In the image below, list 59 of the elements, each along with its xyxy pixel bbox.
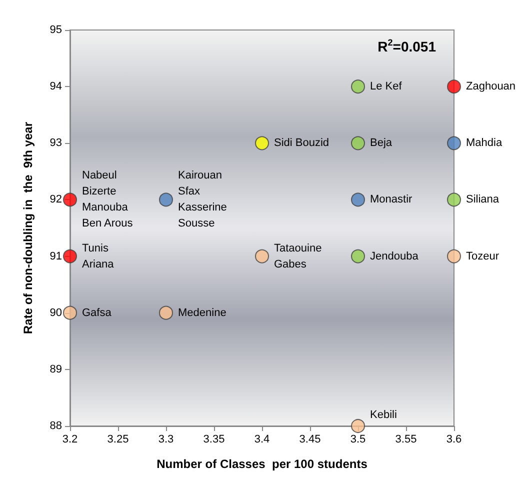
point — [351, 249, 365, 264]
annotation: Sousse — [178, 218, 215, 230]
x-tick-label: 3.6 — [446, 434, 462, 446]
y-axis-title: Rate of non-doubling in the 9th year — [21, 122, 35, 334]
annotation: Tozeur — [466, 250, 500, 262]
point — [351, 136, 365, 150]
annotation: Bizerte — [82, 186, 116, 198]
y-tick-label: 91 — [50, 250, 62, 262]
x-tick-label: 3.55 — [395, 434, 417, 446]
x-tick-label: 3.35 — [203, 434, 225, 446]
annotation: Zaghouan — [466, 80, 516, 93]
point — [159, 306, 173, 320]
x-axis-title: Number of Classes per 100 students — [156, 457, 368, 471]
x-tick-label: 3.3 — [158, 434, 174, 446]
annotation: Sidi Bouzid — [274, 137, 330, 150]
point — [351, 192, 365, 207]
annotation: Ben Arous — [82, 218, 134, 230]
point — [351, 419, 365, 433]
annotation: Tunis — [82, 242, 109, 254]
annotation: Tataouine — [274, 242, 322, 254]
y-tick-label: 93 — [50, 137, 62, 150]
x-tick-label: 3.25 — [107, 434, 129, 446]
annotation: Le Kef — [370, 80, 403, 93]
annotation: Medenine — [178, 306, 226, 319]
annotation: Gafsa — [82, 306, 112, 319]
y-tick-label: 92 — [50, 194, 62, 206]
annotation: Monastir — [370, 194, 413, 206]
annotation: Gabes — [274, 258, 307, 270]
x-tick-label: 3.4 — [254, 434, 270, 446]
point — [255, 249, 269, 264]
point — [63, 192, 77, 207]
point — [447, 80, 461, 94]
point — [63, 249, 77, 264]
point — [351, 80, 365, 94]
point — [63, 306, 77, 320]
annotation: Kasserine — [178, 202, 227, 214]
point — [447, 192, 461, 207]
annotation: Ariana — [82, 258, 115, 270]
annotation: Sfax — [178, 186, 201, 198]
point — [447, 136, 461, 150]
annotation: Mahdia — [466, 137, 503, 150]
annotation: Kairouan — [178, 170, 222, 182]
y-tick-label: 88 — [50, 420, 62, 432]
y-tick-label: 89 — [50, 363, 62, 376]
annotation: Beja — [370, 137, 393, 150]
y-tick-label: 90 — [50, 306, 62, 319]
x-tick-label: 3.5 — [350, 434, 366, 446]
x-tick-label: 3.45 — [299, 434, 321, 446]
annotation: Jendouba — [370, 250, 420, 262]
annotation: Nabeul — [82, 170, 117, 182]
point — [255, 136, 269, 150]
annotation: Manouba — [82, 202, 129, 214]
annotation: Kebili — [370, 409, 397, 421]
x-tick-label: 3.2 — [62, 434, 78, 446]
y-tick-label: 95 — [50, 24, 62, 36]
annotation: Siliana — [466, 194, 500, 206]
point — [159, 192, 173, 207]
y-tick-label: 94 — [50, 80, 62, 93]
point — [447, 249, 461, 264]
